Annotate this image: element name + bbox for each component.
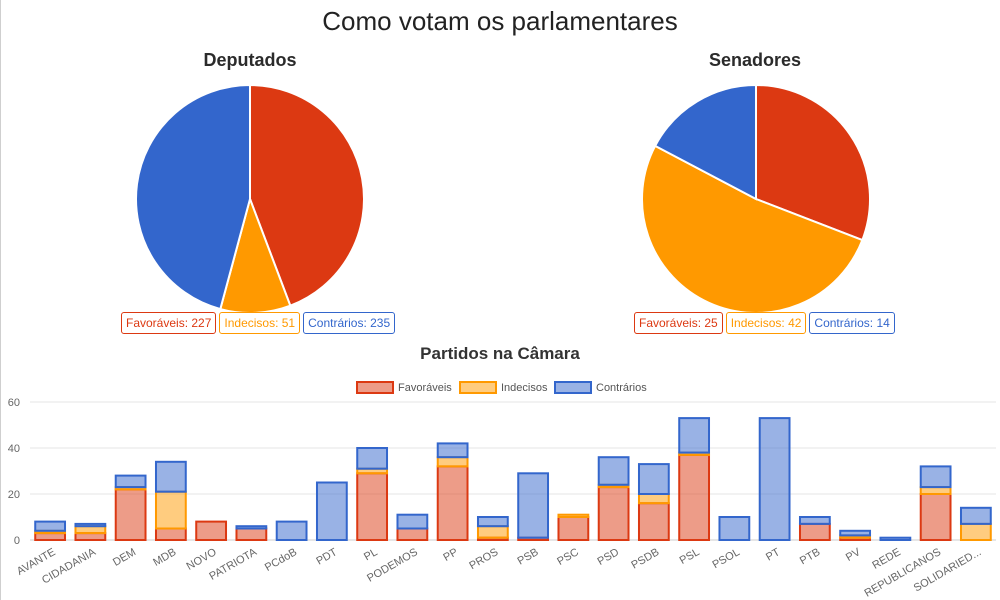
bar-pcdob-2 xyxy=(275,520,308,542)
bar-y-tick-label: 0 xyxy=(14,535,20,547)
senadores-title: Senadores xyxy=(708,50,802,70)
bar-x-tick-label: PSD xyxy=(596,546,622,568)
bar-legend-label-2: Contrários xyxy=(596,382,647,394)
bar-psb-2 xyxy=(517,472,550,539)
bar-psl-0 xyxy=(678,453,711,541)
bar-psc-1 xyxy=(557,513,590,518)
bar-y-tick-label: 60 xyxy=(8,397,20,409)
bar-ptb-2 xyxy=(798,516,831,525)
senadores-legend: Favoráveis: 25 Indecisos: 42 Contrários:… xyxy=(634,312,895,334)
bar-x-tick-label: PV xyxy=(844,546,863,564)
bar-pp-1 xyxy=(436,456,469,468)
bar-psd-0 xyxy=(597,486,630,541)
deputados-pie xyxy=(135,83,365,314)
bar-x-tick-label: PSB xyxy=(516,546,541,567)
bar-mdb-1 xyxy=(154,490,187,530)
deputados-legend-indecisos: Indecisos: 51 xyxy=(219,312,301,334)
bar-psl-2 xyxy=(678,417,711,454)
bar-psol-2 xyxy=(718,516,751,541)
deputados-legend: Favoráveis: 227 Indecisos: 51 Contrários… xyxy=(121,312,396,334)
bar-ptb-0 xyxy=(798,522,831,541)
bar-x-tick-label: PCdoB xyxy=(263,546,299,574)
bar-legend-label-1: Indecisos xyxy=(501,382,548,394)
bar-x-tick-label: MDB xyxy=(151,546,178,569)
bar-x-tick-label: DEM xyxy=(111,546,138,569)
senadores-legend-indecisos: Indecisos: 42 xyxy=(725,312,807,334)
left-border xyxy=(0,0,1,600)
bar-cidadania-2 xyxy=(74,522,107,528)
bar-patriota-2 xyxy=(235,525,268,530)
bar-legend-label-0: Favoráveis xyxy=(398,382,452,394)
bar-novo-0 xyxy=(195,520,228,542)
bar-bars xyxy=(34,417,992,542)
bar-pros-2 xyxy=(476,516,509,528)
bar-pp-2 xyxy=(436,442,469,459)
partidos-title: Partidos na Câmara xyxy=(420,344,580,363)
bar-rede-2 xyxy=(879,536,912,541)
bar-avante-2 xyxy=(34,520,67,532)
bar-solidaried-2 xyxy=(959,506,992,525)
bar-pl-2 xyxy=(356,447,389,470)
bar-dem-0 xyxy=(114,488,147,541)
bar-y-ticks: 0 20 40 60 xyxy=(8,397,20,547)
bar-x-tick-label: PT xyxy=(764,546,782,564)
deputados-slice-contrarios xyxy=(135,83,251,311)
senadores-slice-indecisos xyxy=(641,144,864,314)
bar-x-tick-label: PTB xyxy=(798,546,823,567)
bar-legend-swatch-1 xyxy=(459,381,497,394)
bar-x-tick-label: PL xyxy=(362,546,380,563)
bar-legend-swatch-0 xyxy=(356,381,394,394)
bar-republicanos-2 xyxy=(919,465,952,489)
bar-psc-0 xyxy=(557,516,590,541)
bar-x-tick-label: SOLIDARIED... xyxy=(912,546,984,594)
bar-psd-2 xyxy=(597,456,630,486)
bar-avante-0 xyxy=(34,532,67,542)
page-title: Como votam os parlamentares xyxy=(322,6,678,36)
deputados-legend-contrarios: Contrários: 235 xyxy=(303,312,396,334)
bar-x-tick-label: PSC xyxy=(555,546,581,568)
bar-legend-swatch-2 xyxy=(554,381,592,394)
senadores-legend-contrarios: Contrários: 14 xyxy=(809,312,895,334)
bar-pdt-2 xyxy=(315,481,348,541)
bar-x-tick-label: PP xyxy=(441,546,460,564)
bar-pp-0 xyxy=(436,465,469,541)
bar-x-tick-label: PSOL xyxy=(710,546,741,571)
senadores-legend-favoraveis: Favoráveis: 25 xyxy=(634,312,723,334)
bar-psdb-0 xyxy=(637,502,670,541)
bar-pt-2 xyxy=(758,417,791,541)
deputados-legend-favoraveis: Favoráveis: 227 xyxy=(121,312,217,334)
deputados-title: Deputados xyxy=(203,50,297,70)
bar-legend: Favoráveis Indecisos Contrários xyxy=(356,381,647,394)
bar-cidadania-1 xyxy=(74,525,107,535)
bar-y-tick-label: 20 xyxy=(8,489,20,501)
bar-cidadania-0 xyxy=(74,532,107,542)
bar-pv-2 xyxy=(839,529,872,537)
bar-x-tick-label: PSDB xyxy=(629,546,661,571)
senadores-slice-favoraveis xyxy=(755,83,871,242)
bar-republicanos-1 xyxy=(919,486,952,495)
bar-psdb-1 xyxy=(637,493,670,505)
bar-grid xyxy=(30,401,996,541)
bar-mdb-2 xyxy=(154,460,187,493)
bar-y-tick-label: 40 xyxy=(8,443,20,455)
bar-x-tick-label: PDT xyxy=(314,546,339,568)
bar-republicanos-0 xyxy=(919,493,952,541)
bar-mdb-0 xyxy=(154,527,187,541)
bar-podemos-2 xyxy=(396,513,429,530)
bar-pros-1 xyxy=(476,525,509,539)
senadores-slice-contrarios xyxy=(653,83,757,201)
bar-solidaried-1 xyxy=(959,522,992,541)
bar-pl-0 xyxy=(356,472,389,541)
bar-x-tick-label: PROS xyxy=(467,546,500,572)
bar-patriota-0 xyxy=(235,527,268,541)
bar-dem-2 xyxy=(114,474,147,489)
senadores-pie xyxy=(641,83,871,314)
deputados-slice-favoraveis xyxy=(249,83,365,307)
bar-podemos-0 xyxy=(396,527,429,541)
bar-psdb-2 xyxy=(637,463,670,495)
bar-x-tick-label: PSL xyxy=(678,546,702,567)
